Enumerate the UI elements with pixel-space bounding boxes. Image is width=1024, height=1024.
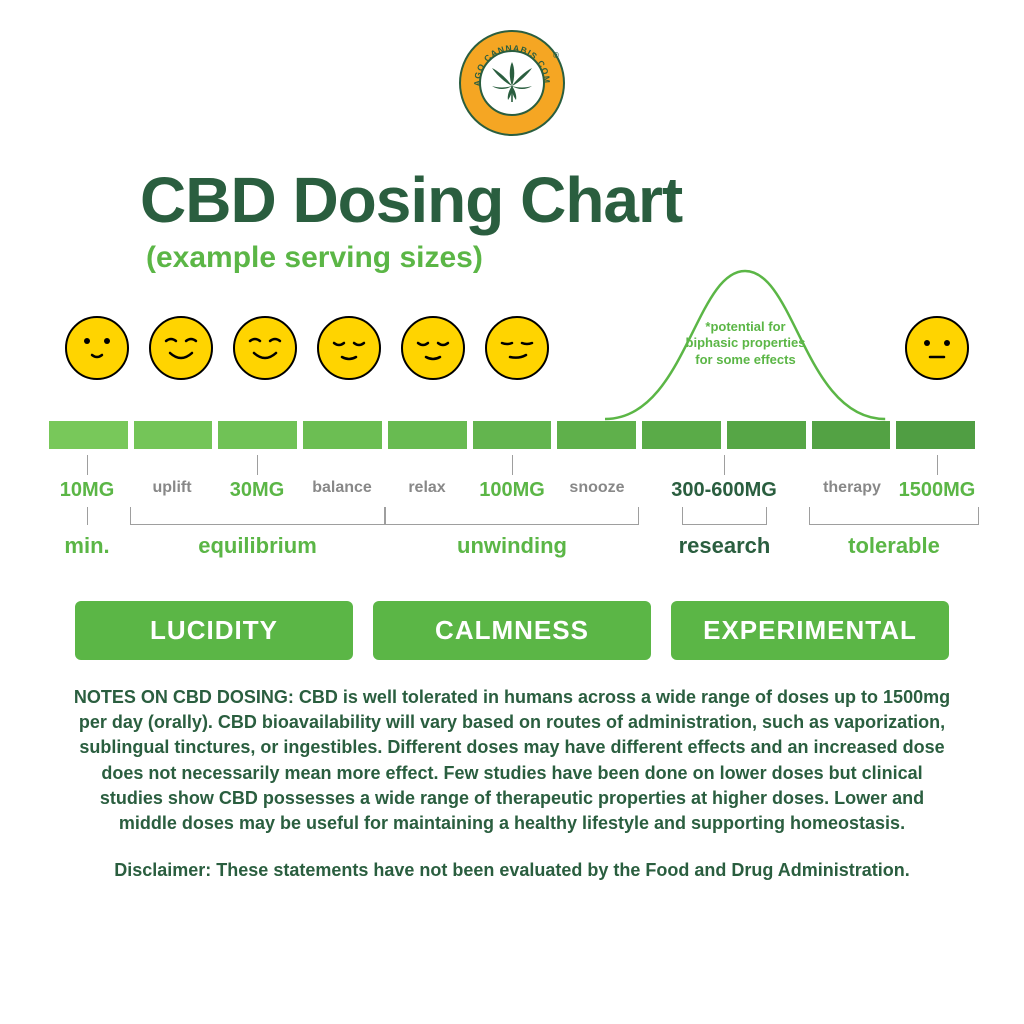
dose-segment: [134, 421, 213, 449]
effect-label: relax: [408, 479, 445, 497]
dose-label: 300-600MG: [671, 479, 777, 502]
dose-label: 30MG: [230, 479, 284, 502]
mood-face-icon: [400, 315, 466, 381]
mood-face-icon: [316, 315, 382, 381]
dose-segment: [896, 421, 975, 449]
tick: [87, 455, 88, 475]
tick: [257, 455, 258, 475]
category-label: tolerable: [848, 533, 940, 559]
mood-face-icon: [148, 315, 214, 381]
company-logo-icon: CHICAGO CANNABIS COMPANY ®: [457, 28, 567, 138]
category-bracket: [87, 507, 88, 525]
effect-label: uplift: [152, 479, 191, 497]
notes-text: NOTES ON CBD DOSING: CBD is well tolerat…: [0, 655, 1024, 836]
dose-segment: [642, 421, 721, 449]
dose-segment: [388, 421, 467, 449]
tick: [937, 455, 938, 475]
effect-label: therapy: [823, 479, 881, 497]
effect-label: balance: [312, 479, 372, 497]
dose-segment: [303, 421, 382, 449]
logo: CHICAGO CANNABIS COMPANY ®: [0, 0, 1024, 143]
zone-pill: CALMNESS: [373, 601, 651, 660]
category-bracket: [809, 507, 979, 525]
dose-segment: [557, 421, 636, 449]
category-label: min.: [64, 533, 109, 559]
zone-pill: LUCIDITY: [75, 601, 353, 660]
curve-note: *potential for biphasic properties for s…: [686, 319, 806, 368]
page-title: CBD Dosing Chart: [140, 163, 1024, 237]
category-bracket: [385, 507, 639, 525]
zone-pill: EXPERIMENTAL: [671, 601, 949, 660]
category-bracket: [682, 507, 767, 525]
svg-text:®: ®: [553, 51, 559, 60]
dose-label: 10MG: [60, 479, 114, 502]
mood-face-icon: [904, 315, 970, 381]
dose-segment: [49, 421, 128, 449]
mood-face-icon: [64, 315, 130, 381]
dose-label: 100MG: [479, 479, 545, 502]
effect-label: snooze: [569, 479, 624, 497]
mood-face-icon: [232, 315, 298, 381]
tick: [512, 455, 513, 475]
dose-segment: [812, 421, 891, 449]
dosing-chart: *potential for biphasic properties for s…: [45, 275, 979, 655]
page-subtitle: (example serving sizes): [140, 237, 1024, 275]
category-label: unwinding: [457, 533, 567, 559]
tick: [724, 455, 725, 475]
dose-segment: [727, 421, 806, 449]
category-label: research: [679, 533, 771, 559]
category-bracket: [130, 507, 385, 525]
mood-face-icon: [484, 315, 550, 381]
dose-segment: [218, 421, 297, 449]
dose-segment: [473, 421, 552, 449]
category-label: equilibrium: [198, 533, 317, 559]
disclaimer-text: Disclaimer: These statements have not be…: [0, 836, 1024, 881]
dose-label: 1500MG: [899, 479, 976, 502]
